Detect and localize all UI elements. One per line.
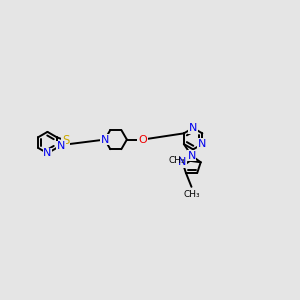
Text: CH₃: CH₃ [183, 190, 200, 199]
Text: CH₃: CH₃ [169, 156, 185, 165]
Text: O: O [138, 135, 147, 145]
Text: N: N [57, 141, 65, 151]
Text: S: S [62, 134, 70, 147]
Text: N: N [188, 151, 196, 161]
Text: N: N [178, 157, 187, 167]
Text: N: N [198, 139, 206, 149]
Text: N: N [189, 123, 197, 133]
Text: N: N [100, 135, 109, 145]
Text: N: N [43, 148, 52, 158]
